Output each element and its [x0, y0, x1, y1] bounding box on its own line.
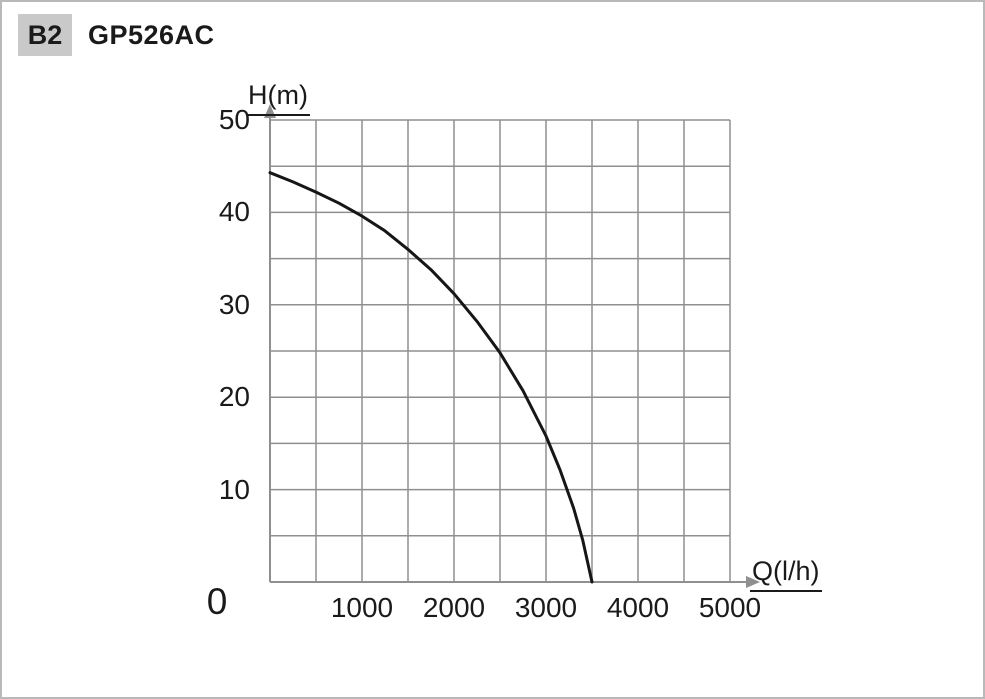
x-axis-label: Q(l/h)	[750, 556, 822, 592]
x-tick-label: 2000	[422, 592, 486, 623]
y-axis-label: H(m)	[246, 80, 310, 116]
y-tick-label: 50	[218, 104, 250, 135]
y-tick-label: 40	[218, 196, 250, 228]
x-tick-label: 4000	[606, 592, 670, 623]
page-title: GP526AC	[88, 20, 215, 50]
section-badge-label: B2	[27, 19, 63, 50]
y-tick-label: 10	[218, 473, 250, 505]
pump-curve	[268, 171, 594, 584]
x-axis-arrow	[746, 576, 760, 588]
section-badge: B2	[18, 14, 72, 56]
x-tick-label: 3000	[514, 592, 578, 623]
x-tick-label: 5000	[698, 592, 762, 623]
origin-tick-label: 0	[206, 581, 228, 622]
y-tick-label: 20	[218, 381, 250, 413]
x-tick-label: 1000	[330, 592, 394, 623]
y-tick-label: 30	[218, 288, 250, 320]
